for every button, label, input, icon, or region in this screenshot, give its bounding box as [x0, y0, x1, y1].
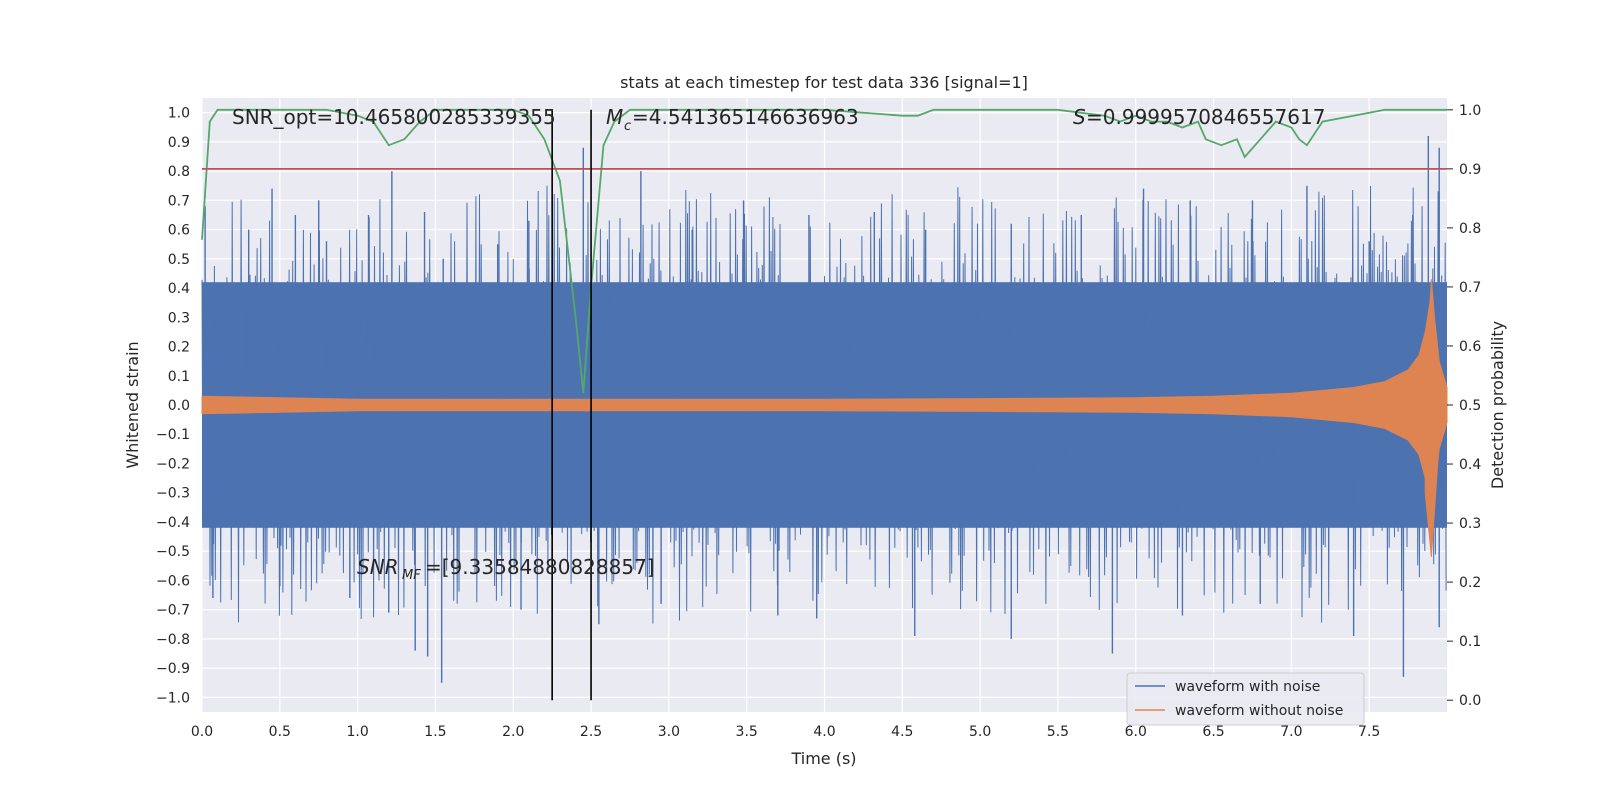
- x-tick-label: 3.0: [658, 724, 680, 740]
- y-right-tick-label: 0.5: [1459, 398, 1481, 414]
- x-tick-label: 7.5: [1358, 724, 1380, 740]
- y-left-tick-label: −0.5: [156, 544, 190, 560]
- y-right-tick-label: 0.9: [1459, 162, 1481, 178]
- x-tick-label: 3.5: [736, 724, 758, 740]
- y-left-tick-label: −1.0: [156, 690, 190, 706]
- y-right-tick-label: 0.1: [1459, 634, 1481, 650]
- y-axis-left-ticks: 1.0 0.9 0.8 0.7 0.6 0.5 0.4 0.3 0.2 0.1 0.0 −0.1 −0.…: [156, 106, 190, 707]
- x-tick-label: 2.0: [502, 724, 524, 740]
- y-right-tick-label: 0.0: [1459, 693, 1481, 709]
- x-tick-label: 0.5: [269, 724, 291, 740]
- x-tick-label: 4.0: [813, 724, 835, 740]
- annotation-mc-symbol: M: [606, 105, 623, 129]
- y-left-tick-label: −0.6: [156, 573, 190, 589]
- y-right-tick-label: 0.3: [1459, 516, 1481, 532]
- y-left-tick-label: 0.8: [168, 164, 190, 180]
- y-left-tick-label: −0.8: [156, 632, 190, 648]
- y-left-tick-label: 0.5: [168, 252, 190, 268]
- probability-line: [201, 108, 1447, 394]
- y-axis-right-label: Detection probability: [1488, 321, 1507, 489]
- y-left-tick-label: 0.0: [168, 398, 190, 414]
- annotation-snr-opt: SNR_opt=10.465800285339355: [232, 105, 556, 129]
- x-tick-label: 6.0: [1125, 724, 1147, 740]
- x-tick-label: 5.0: [969, 724, 991, 740]
- vertical-marker-lines: [551, 109, 592, 701]
- x-tick-label: 0.0: [191, 724, 213, 740]
- x-tick-label: 2.5: [580, 724, 602, 740]
- annotation-snr-mf: SNR MF =[9.33584880828857]: [357, 555, 655, 583]
- annotation-mc-subscript: c: [624, 119, 631, 134]
- y-left-tick-label: 0.7: [168, 193, 190, 209]
- y-left-tick-label: −0.4: [156, 515, 190, 531]
- y-left-tick-label: −0.1: [156, 427, 190, 443]
- x-tick-label: 1.5: [424, 724, 446, 740]
- y-right-tick-label: 0.2: [1459, 575, 1481, 591]
- y-right-tick-label: 0.8: [1459, 221, 1481, 237]
- series-waveform-without-noise: [201, 279, 1448, 558]
- y-left-tick-label: 1.0: [168, 106, 190, 122]
- series-detection-probability: [201, 108, 1447, 394]
- y-left-tick-label: −0.3: [156, 486, 190, 502]
- x-tick-label: 7.0: [1280, 724, 1302, 740]
- x-tick-label: 4.5: [891, 724, 913, 740]
- y-right-tick-label: 0.7: [1459, 280, 1481, 296]
- y-left-tick-label: 0.3: [168, 310, 190, 326]
- y-left-tick-label: −0.7: [156, 603, 190, 619]
- y-left-tick-label: 0.2: [168, 340, 190, 356]
- chirp-merger-dip: [1424, 404, 1439, 558]
- legend-label-noise: waveform with noise: [1175, 679, 1320, 695]
- annotation-snr-mf-value: =[9.33584880828857]: [425, 555, 655, 579]
- annotation-chirp-mass: M c =4.541365146636963: [606, 105, 859, 134]
- y-axis-left-label: Whitened strain: [123, 341, 142, 468]
- x-axis-ticks: 0.0 0.5 1.0 1.5 2.0 2.5 3.0 3.5 4.0 4.5 5.0 5.5 6.0 6…: [191, 724, 1380, 740]
- annotation-s-symbol: S: [1073, 105, 1086, 129]
- annotation-s-value: =0.9999570846557617: [1086, 105, 1325, 129]
- annotation-score: S =0.9999570846557617: [1073, 105, 1325, 129]
- x-tick-label: 6.5: [1202, 724, 1224, 740]
- chirp-envelope: [201, 279, 1448, 531]
- legend-label-clean: waveform without noise: [1175, 703, 1343, 719]
- x-tick-label: 1.0: [346, 724, 368, 740]
- y-axis-right-ticks: 1.0 0.9 0.8 0.7 0.6 0.5 0.4 0.3 0.2 0.1 0.0: [1447, 103, 1481, 709]
- y-right-tick-label: 0.4: [1459, 457, 1481, 473]
- y-right-tick-label: 1.0: [1459, 103, 1481, 119]
- y-left-tick-label: 0.1: [168, 369, 190, 385]
- y-left-tick-label: 0.9: [168, 135, 190, 151]
- x-axis-label: Time (s): [790, 749, 856, 768]
- annotation-mc-value: =4.541365146636963: [632, 105, 859, 129]
- y-left-tick-label: −0.2: [156, 456, 190, 472]
- legend: waveform with noise waveform without noi…: [1126, 672, 1365, 726]
- legend-box: [1126, 672, 1365, 726]
- noise-trace: [201, 185, 1447, 624]
- chart-title: stats at each timestep for test data 336…: [620, 73, 1028, 92]
- y-right-tick-label: 0.6: [1459, 339, 1481, 355]
- x-tick-label: 5.5: [1047, 724, 1069, 740]
- annotation-snr-mf-symbol: SNR: [357, 555, 399, 579]
- y-left-tick-label: −0.9: [156, 661, 190, 677]
- annotation-snr-mf-subscript: MF: [402, 568, 421, 583]
- y-left-tick-label: 0.4: [168, 281, 190, 297]
- y-left-tick-label: 0.6: [168, 223, 190, 239]
